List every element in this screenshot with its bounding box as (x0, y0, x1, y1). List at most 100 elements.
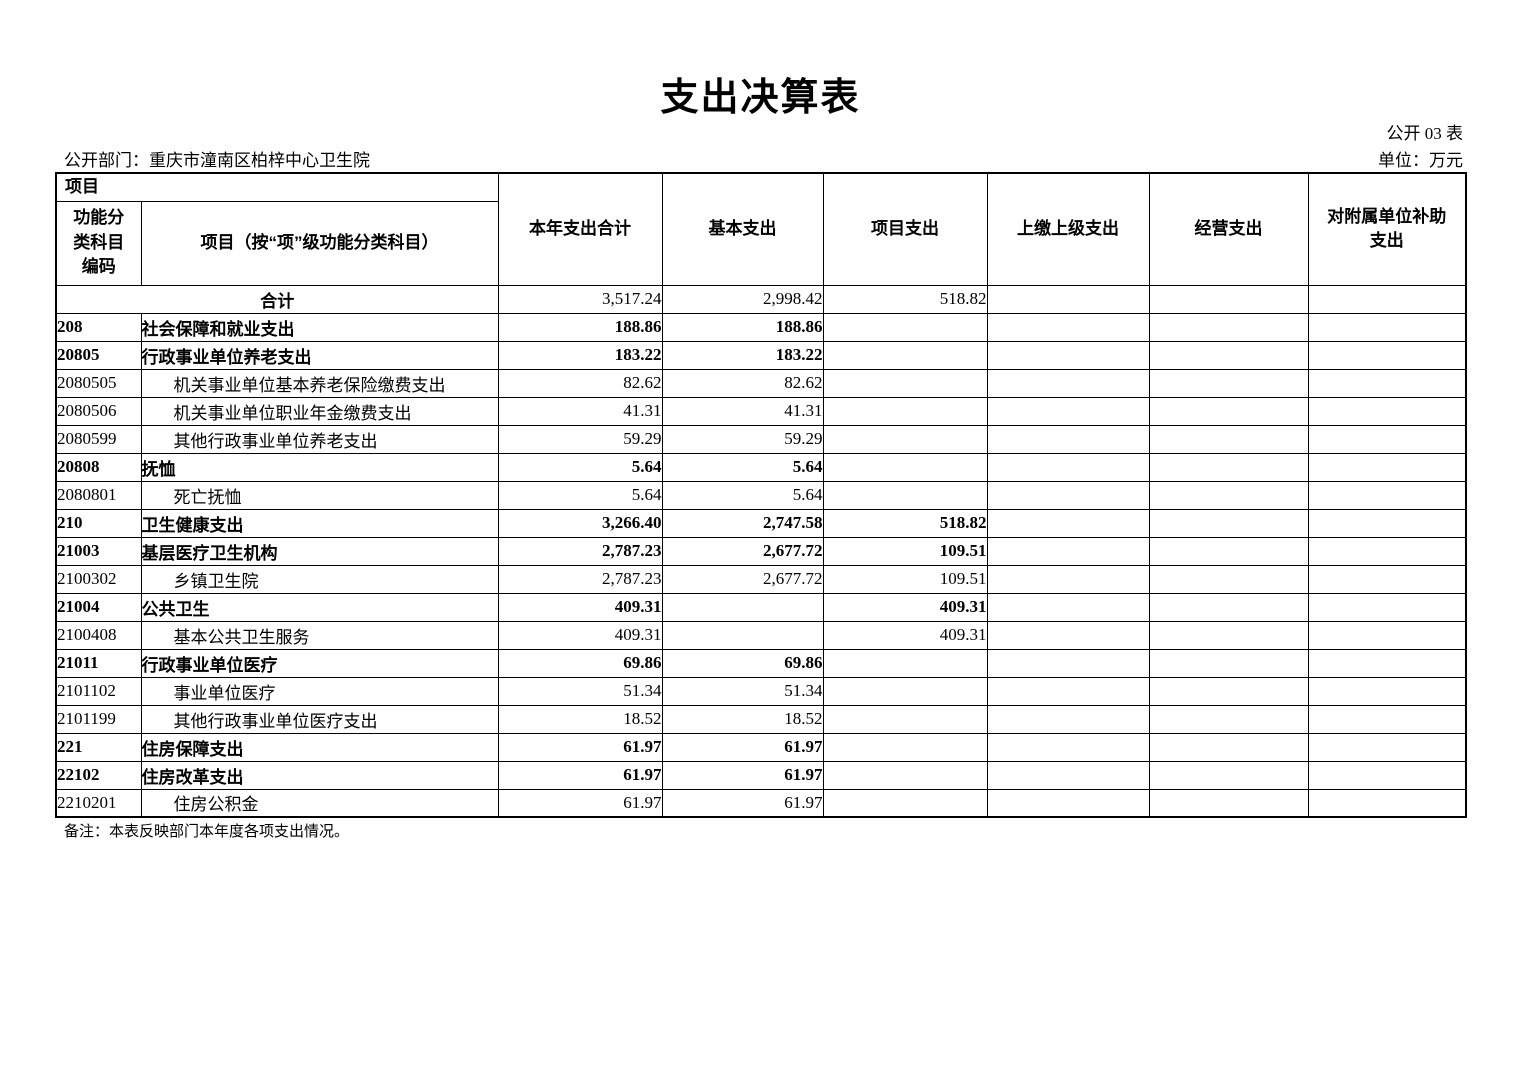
row-value-cell (822, 704, 988, 734)
row-value-cell: 109.51 (822, 564, 988, 594)
row-value-cell: 409.31 (497, 620, 663, 650)
table-row: 合计 3,517.24 2,998.42 518.82 (55, 284, 1467, 314)
row-value-cell (986, 368, 1150, 398)
table-row: 2101102 事业单位医疗 51.34 51.34 (55, 676, 1467, 706)
row-value-cell (1148, 452, 1309, 482)
row-value-cell: 18.52 (661, 704, 824, 734)
row-item-name: 机关事业单位基本养老保险缴费支出 (140, 368, 499, 398)
row-item-name: 行政事业单位医疗 (140, 648, 499, 678)
header-project: 项目 (55, 172, 499, 202)
row-value-cell (1307, 648, 1467, 678)
row-value-cell: 5.64 (661, 452, 824, 482)
row-value-cell (1307, 704, 1467, 734)
row-value-cell (1148, 480, 1309, 510)
row-value-cell (1307, 424, 1467, 454)
table-row: 2080801 死亡抚恤 5.64 5.64 (55, 480, 1467, 510)
row-function-code: 21004 (55, 592, 142, 622)
header-col-total-expenditure: 本年支出合计 (497, 172, 663, 286)
row-value-cell: 2,787.23 (497, 564, 663, 594)
row-value-cell: 409.31 (822, 592, 988, 622)
row-value-cell (1307, 620, 1467, 650)
table-row: 2080506 机关事业单位职业年金缴费支出 41.31 41.31 (55, 396, 1467, 426)
row-value-cell (1307, 452, 1467, 482)
table-header: 项目 本年支出合计 基本支出 项目支出 上缴上级支出 经营支出 对附属单位补助 … (55, 172, 1467, 286)
row-function-code: 21011 (55, 648, 142, 678)
row-function-code: 2101102 (55, 676, 142, 706)
row-value-cell (1307, 508, 1467, 538)
row-value-cell: 5.64 (497, 480, 663, 510)
row-value-cell: 518.82 (822, 284, 988, 314)
row-item-name: 住房公积金 (140, 788, 499, 818)
row-function-code: 22102 (55, 760, 142, 790)
table-row: 2101199 其他行政事业单位医疗支出 18.52 18.52 (55, 704, 1467, 734)
row-value-cell: 2,677.72 (661, 564, 824, 594)
row-item-name: 住房保障支出 (140, 732, 499, 762)
header-col-subsidy-expenditure: 对附属单位补助 支出 (1307, 172, 1467, 286)
row-function-code: 2080801 (55, 480, 142, 510)
unit-label: 单位：万元 (1378, 151, 1463, 170)
row-value-cell (1148, 536, 1309, 566)
row-item-name: 社会保障和就业支出 (140, 312, 499, 342)
row-value-cell: 41.31 (661, 396, 824, 426)
row-value-cell: 188.86 (661, 312, 824, 342)
row-function-code: 2080599 (55, 424, 142, 454)
row-value-cell (1148, 396, 1309, 426)
row-value-cell: 2,747.58 (661, 508, 824, 538)
table-row: 21004 公共卫生 409.31 409.31 (55, 592, 1467, 622)
row-value-cell (1148, 424, 1309, 454)
row-value-cell (1307, 536, 1467, 566)
row-value-cell: 109.51 (822, 536, 988, 566)
table-row: 20808 抚恤 5.64 5.64 (55, 452, 1467, 482)
row-value-cell (986, 648, 1150, 678)
row-value-cell: 61.97 (497, 788, 663, 818)
row-value-cell (1307, 564, 1467, 594)
row-item-name: 事业单位医疗 (140, 676, 499, 706)
row-value-cell (1307, 368, 1467, 398)
row-value-cell (822, 788, 988, 818)
row-value-cell (1307, 732, 1467, 762)
row-value-cell: 188.86 (497, 312, 663, 342)
row-function-code: 208 (55, 312, 142, 342)
expenditure-table: 项目 本年支出合计 基本支出 项目支出 上缴上级支出 经营支出 对附属单位补助 … (55, 172, 1467, 818)
row-value-cell (822, 732, 988, 762)
table-row: 22102 住房改革支出 61.97 61.97 (55, 760, 1467, 790)
row-value-cell: 18.52 (497, 704, 663, 734)
row-value-cell: 59.29 (661, 424, 824, 454)
header-function-code: 功能分 类科目 编码 (55, 200, 142, 286)
row-value-cell (822, 648, 988, 678)
row-value-cell (1148, 732, 1309, 762)
row-value-cell (661, 620, 824, 650)
row-value-cell (822, 760, 988, 790)
row-value-cell: 409.31 (497, 592, 663, 622)
row-value-cell (1307, 396, 1467, 426)
row-value-cell (1148, 368, 1309, 398)
row-item-name: 机关事业单位职业年金缴费支出 (140, 396, 499, 426)
row-value-cell (822, 340, 988, 370)
row-value-cell: 41.31 (497, 396, 663, 426)
row-value-cell (986, 508, 1150, 538)
row-value-cell (986, 452, 1150, 482)
row-value-cell (986, 340, 1150, 370)
row-value-cell (1148, 312, 1309, 342)
row-value-cell (1148, 284, 1309, 314)
row-function-code: 2100302 (55, 564, 142, 594)
row-item-name: 行政事业单位养老支出 (140, 340, 499, 370)
row-value-cell (1307, 312, 1467, 342)
table-body: 合计 3,517.24 2,998.42 518.82 208 社会保障和就业支出 188.… (55, 284, 1467, 818)
row-function-code: 210 (55, 508, 142, 538)
row-value-cell (822, 312, 988, 342)
header-col-project-expenditure: 项目支出 (822, 172, 988, 286)
row-value-cell: 51.34 (661, 676, 824, 706)
row-value-cell: 409.31 (822, 620, 988, 650)
header-item-name: 项目（按“项”级功能分类科目） (140, 200, 499, 286)
table-row: 221 住房保障支出 61.97 61.97 (55, 732, 1467, 762)
row-value-cell: 183.22 (661, 340, 824, 370)
row-value-cell (1148, 340, 1309, 370)
row-value-cell (822, 368, 988, 398)
row-value-cell: 61.97 (497, 732, 663, 762)
row-value-cell (986, 592, 1150, 622)
row-function-code: 2080506 (55, 396, 142, 426)
row-value-cell (1148, 704, 1309, 734)
row-item-name: 基层医疗卫生机构 (140, 536, 499, 566)
